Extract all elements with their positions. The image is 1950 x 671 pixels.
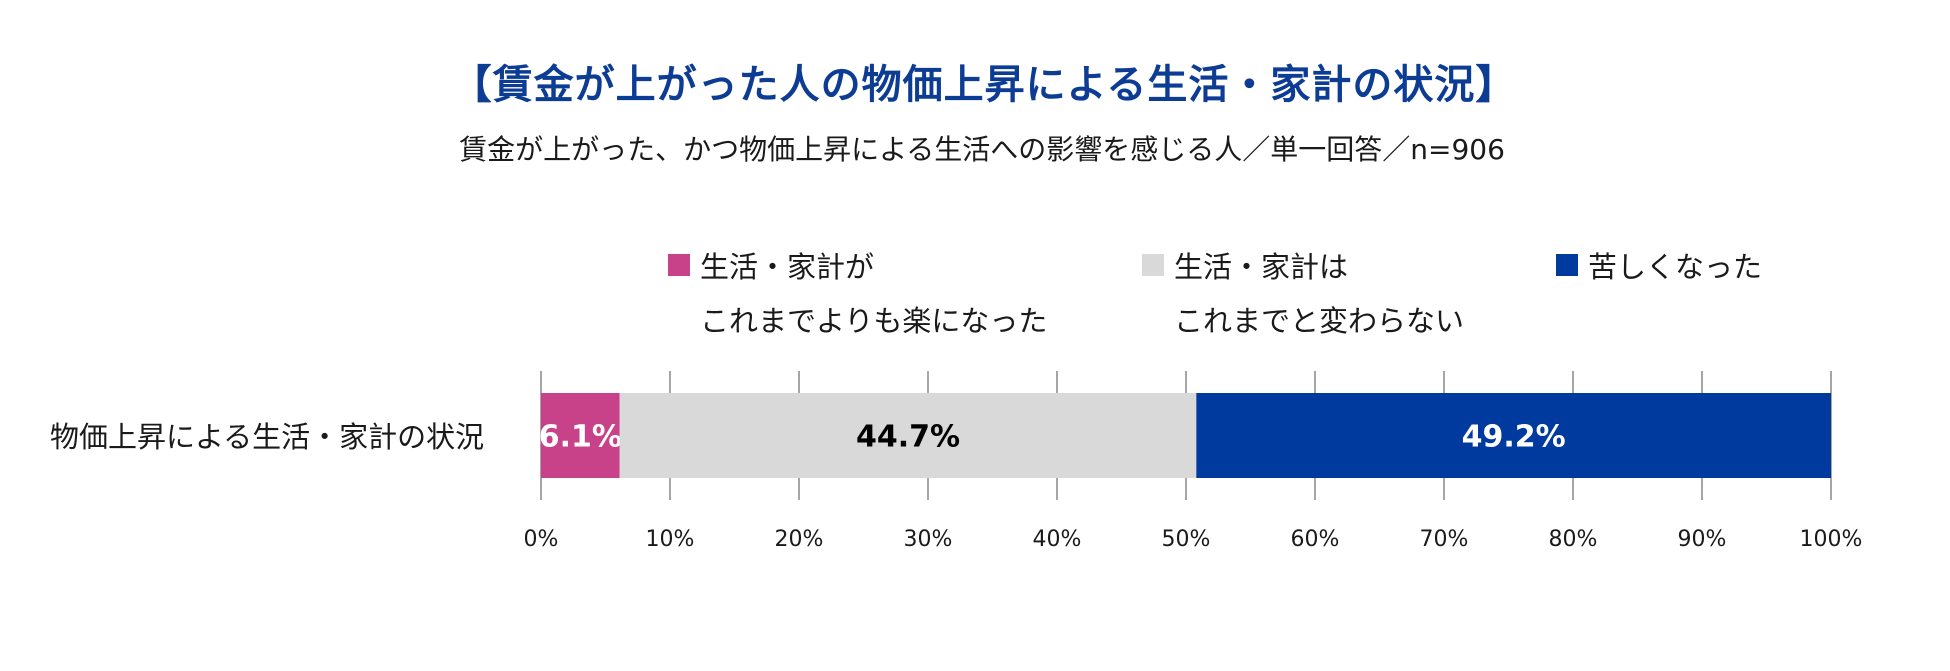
x-tick-label: 20% — [775, 527, 824, 552]
data-label: 49.2% — [1462, 420, 1566, 455]
legend-swatch-harder — [1556, 254, 1578, 276]
legend-label-easier-line1: 生活・家計が — [700, 250, 875, 284]
x-tick-label: 80% — [1549, 527, 1598, 552]
legend-label-easier-line2: これまでよりも楽になった — [700, 304, 1048, 338]
data-label: 44.7% — [856, 420, 960, 455]
x-tick-label: 60% — [1291, 527, 1340, 552]
x-tick-label: 30% — [904, 527, 953, 552]
legend-swatch-easier — [668, 254, 690, 276]
category-label: 物価上昇による生活・家計の状況 — [50, 420, 485, 454]
legend-label-unchanged-line2: これまでと変わらない — [1174, 304, 1465, 338]
data-label: 6.1% — [539, 420, 622, 455]
legend-item-harder: 苦しくなった — [1556, 240, 1762, 294]
legend-item-easier: 生活・家計が これまでよりも楽になった — [668, 240, 1047, 348]
x-tick-label: 10% — [646, 527, 695, 552]
x-tick-label: 40% — [1033, 527, 1082, 552]
legend-item-unchanged: 生活・家計は これまでと変わらない — [1142, 240, 1464, 348]
legend-label-harder: 苦しくなった — [1588, 250, 1763, 284]
bar-segment — [619, 393, 1197, 478]
chart-title: 【賃金が上がった人の物価上昇による生活・家計の状況】 — [451, 62, 1517, 108]
x-tick-label: 70% — [1420, 527, 1469, 552]
x-tick-label: 0% — [524, 527, 559, 552]
bar-segment — [541, 393, 620, 478]
x-tick-label: 100% — [1800, 527, 1863, 552]
x-tick-label: 50% — [1162, 527, 1211, 552]
x-tick-label: 90% — [1678, 527, 1727, 552]
bar-segment — [1196, 393, 1831, 478]
legend-label-unchanged-line1: 生活・家計は — [1174, 250, 1349, 284]
legend-swatch-unchanged — [1142, 254, 1164, 276]
chart-subtitle: 賃金が上がった、かつ物価上昇による生活への影響を感じる人／単一回答／n=906 — [459, 133, 1505, 166]
